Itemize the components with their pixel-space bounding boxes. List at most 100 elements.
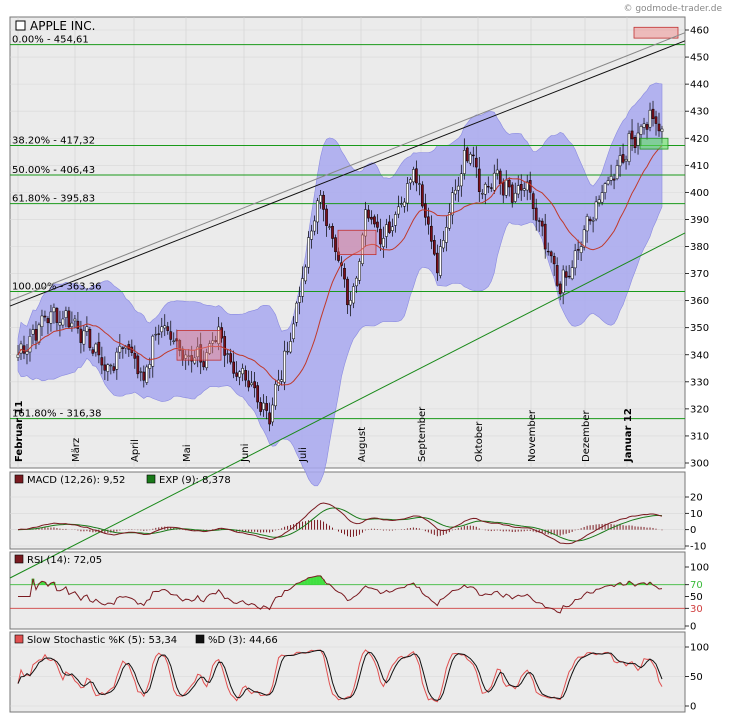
candle-body	[73, 318, 77, 322]
candle-body	[477, 168, 481, 192]
chart-title: APPLE INC.	[30, 19, 95, 33]
candle-body	[645, 124, 649, 130]
candle-body	[160, 326, 164, 333]
indicator-lines	[10, 502, 685, 703]
candle-body	[576, 249, 580, 251]
candle-body	[486, 186, 490, 188]
month-label: Mai	[182, 444, 193, 462]
candle-body	[582, 229, 586, 248]
candle-body	[385, 224, 388, 237]
price-tick-label: 360	[690, 296, 709, 307]
stoch-d-line	[17, 649, 663, 701]
candle-body	[184, 354, 188, 359]
candle-body	[394, 214, 397, 226]
candle-body	[495, 169, 499, 174]
macd-tick-label: 0	[690, 525, 696, 536]
candle-body	[172, 340, 176, 342]
candle-body	[229, 353, 233, 363]
candle-body	[409, 179, 412, 184]
candle-body	[43, 315, 47, 318]
month-label: Juni	[240, 444, 251, 463]
candle-body	[136, 355, 140, 375]
candle-body	[331, 226, 334, 239]
month-label: August	[357, 427, 368, 462]
candle-body	[145, 366, 149, 383]
candle-body	[22, 345, 26, 354]
candle-body	[543, 223, 547, 250]
price-tick-label: 390	[690, 215, 709, 226]
candle-body	[501, 181, 505, 196]
candle-body	[561, 269, 565, 294]
fib-label: 100.00% - 363,36	[12, 282, 101, 293]
candle-body	[648, 109, 652, 128]
candle-body	[513, 192, 517, 202]
candle-body	[406, 183, 409, 204]
candle-body	[492, 172, 496, 191]
candle-body	[337, 251, 340, 261]
candle-body	[259, 402, 262, 412]
candle-body	[498, 170, 502, 184]
candle-body	[450, 192, 454, 216]
macd-legend: MACD (12,26): 9,52	[27, 475, 125, 486]
candle-body	[382, 238, 385, 248]
upper-trendline-shadow	[9, 32, 686, 302]
candle-body	[241, 368, 245, 375]
candle-body	[600, 192, 604, 203]
rsi-panel	[9, 551, 686, 630]
candle-body	[262, 402, 265, 410]
candle-body	[624, 159, 628, 162]
price-tick-label: 300	[690, 459, 709, 470]
candle-body	[606, 180, 610, 185]
candle-body	[352, 286, 355, 304]
candle-body	[121, 347, 125, 349]
candle-body	[594, 201, 598, 220]
candle-body	[573, 250, 577, 269]
candle-body	[528, 180, 532, 193]
candle-body	[244, 370, 247, 381]
candle-body	[519, 184, 523, 191]
candle-body	[597, 199, 601, 204]
rsi-line	[18, 575, 663, 614]
candle-body	[343, 267, 346, 280]
price-tick-label: 350	[690, 323, 709, 334]
month-label: Dezember	[581, 410, 592, 462]
candle-body	[570, 267, 574, 280]
candle-body	[280, 379, 283, 382]
candle-body	[46, 318, 50, 324]
candle-body	[85, 326, 89, 332]
candle-body	[609, 176, 613, 181]
rsi-tick-label: 30	[690, 604, 703, 615]
candle-body	[25, 351, 29, 355]
rsi-legend-swatch	[14, 554, 24, 564]
candle-body	[660, 128, 664, 132]
candle-body	[334, 237, 337, 253]
stoch-tick-label: 0	[690, 702, 696, 713]
fib-label: 0.00% - 454,61	[12, 35, 89, 46]
candle-body	[154, 333, 158, 336]
candle-body	[253, 381, 256, 389]
target-zone-box	[633, 26, 679, 39]
candle-body	[618, 155, 622, 167]
candle-body	[373, 216, 376, 225]
candle-body	[444, 227, 448, 243]
candle-body	[52, 307, 56, 313]
candle-body	[567, 275, 571, 278]
candle-body	[40, 315, 44, 327]
candle-body	[376, 221, 379, 228]
month-label: Februar 11	[14, 400, 25, 462]
candle-body	[474, 157, 478, 168]
candle-body	[79, 328, 83, 343]
candle-body	[118, 345, 122, 353]
candle-body	[67, 310, 71, 328]
candlesticks	[16, 100, 664, 432]
candle-body	[630, 130, 634, 140]
candle-body	[322, 194, 325, 210]
candle-body	[298, 296, 301, 303]
rsi-tick-label: 0	[690, 622, 696, 633]
candle-body	[268, 412, 271, 425]
candle-body	[97, 341, 101, 356]
price-tick-label: 310	[690, 431, 709, 442]
candle-body	[403, 201, 406, 207]
candle-body	[400, 203, 403, 205]
candle-body	[427, 216, 430, 225]
